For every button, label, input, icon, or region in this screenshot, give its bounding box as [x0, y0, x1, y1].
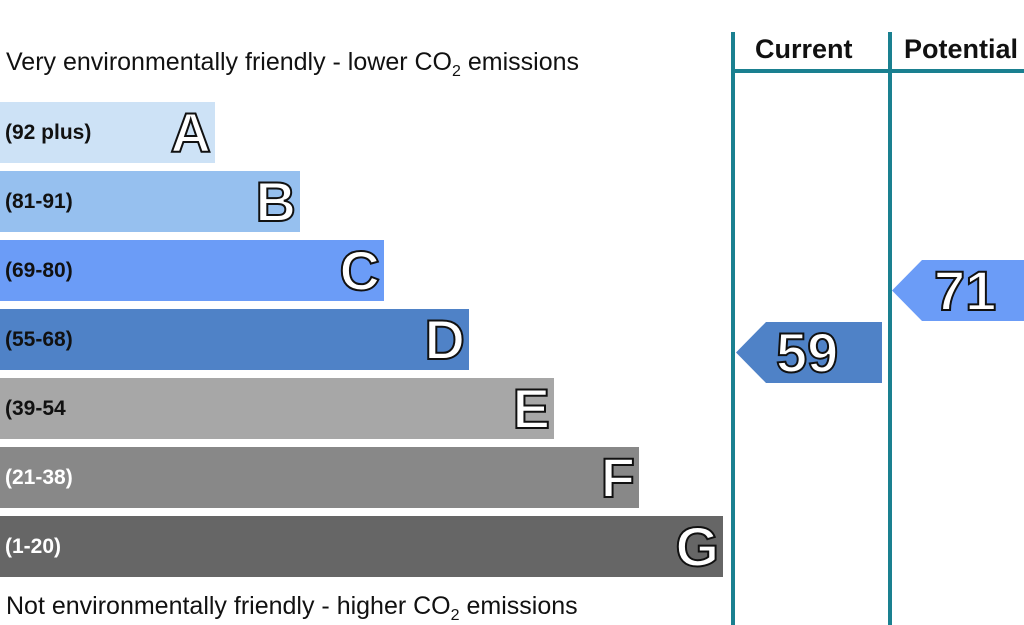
- band-range-label: (69-80): [5, 258, 73, 282]
- current-rating-arrow: 59: [736, 322, 882, 383]
- current-column-divider: [731, 32, 735, 625]
- band-g: (1-20) G: [0, 516, 723, 577]
- potential-rating-arrow: 71: [892, 260, 1024, 321]
- potential-header: Potential: [904, 34, 1019, 64]
- band-letter: D: [424, 307, 466, 371]
- band-b: (81-91) B: [0, 171, 300, 232]
- band-d: (55-68) D: [0, 309, 469, 370]
- current-header: Current: [755, 34, 853, 64]
- band-c: (69-80) C: [0, 240, 384, 301]
- band-range-label: (55-68): [5, 327, 73, 351]
- arrow-current-shape: [736, 322, 882, 383]
- band-range-label: (92 plus): [5, 120, 92, 144]
- rating-bands: (92 plus) A (81-91) B (69-80) C (55-68) D (39-54…: [0, 102, 723, 577]
- band-letter: C: [339, 238, 381, 302]
- band-range-label: (39-54: [5, 396, 66, 420]
- top-caption: Very environmentally friendly - lower CO…: [6, 48, 579, 80]
- band-letter: E: [512, 376, 551, 440]
- arrow-potential-shape: [892, 260, 1024, 321]
- bottom-caption: Not environmentally friendly - higher CO…: [6, 592, 578, 624]
- potential-column-divider: [888, 32, 892, 625]
- band-letter: B: [255, 169, 297, 233]
- current-rating-value: 59: [775, 320, 839, 384]
- band-f: (21-38) F: [0, 447, 639, 508]
- header-rule-current: [731, 69, 892, 73]
- band-letter: A: [170, 100, 212, 164]
- band-range-label: (1-20): [5, 534, 62, 558]
- header-rule-potential: [888, 69, 1024, 73]
- band-e: (39-54 E: [0, 378, 554, 439]
- band-a: (92 plus) A: [0, 102, 215, 163]
- band-letter: G: [674, 514, 720, 578]
- band-range-label: (21-38): [5, 465, 73, 489]
- band-letter: F: [600, 445, 636, 509]
- band-range-label: (81-91): [5, 189, 73, 213]
- potential-rating-value: 71: [933, 258, 997, 322]
